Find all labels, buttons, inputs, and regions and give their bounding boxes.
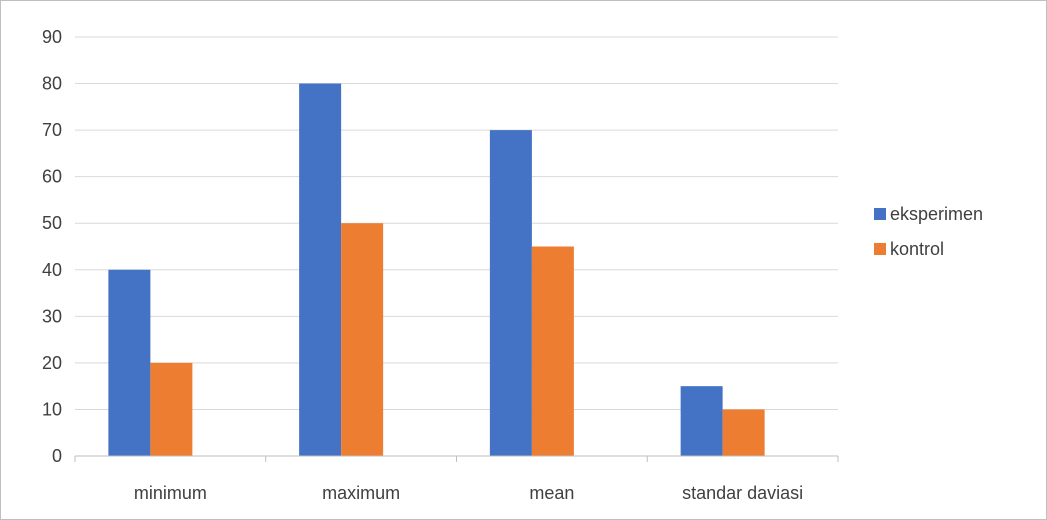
x-category-label: standar daviasi [682, 483, 803, 503]
legend-swatch-eksperimen [874, 208, 886, 220]
bar-eksperimen-standar-daviasi [680, 386, 723, 456]
bar-kontrol-mean [531, 246, 574, 456]
legend-label-kontrol: kontrol [890, 239, 944, 259]
y-axis-ticks: 0 10 20 30 40 50 60 70 80 90 [42, 27, 62, 466]
legend-swatch-kontrol [874, 243, 886, 255]
x-category-label: maximum [322, 483, 400, 503]
y-tick-label: 20 [42, 353, 62, 373]
y-tick-label: 70 [42, 120, 62, 140]
y-tick-label: 50 [42, 213, 62, 233]
bar-kontrol-minimum [150, 362, 193, 456]
y-tick-label: 60 [42, 167, 62, 187]
bar-eksperimen-mean [489, 130, 532, 456]
x-category-label: minimum [134, 483, 207, 503]
legend-label-eksperimen: eksperimen [890, 204, 983, 224]
bar-eksperimen-maximum [299, 83, 342, 457]
legend: eksperimen kontrol [874, 204, 983, 259]
bar-eksperimen-minimum [108, 269, 151, 456]
bars [108, 83, 765, 457]
y-tick-label: 10 [42, 399, 62, 419]
bar-kontrol-standar-daviasi [722, 409, 765, 456]
x-category-label: mean [529, 483, 574, 503]
gridlines [75, 36, 838, 410]
x-axis: minimum maximum mean standar daviasi [74, 455, 839, 503]
y-tick-label: 0 [52, 446, 62, 466]
bar-kontrol-maximum [341, 223, 384, 456]
y-tick-label: 40 [42, 260, 62, 280]
y-tick-label: 90 [42, 27, 62, 47]
y-tick-label: 30 [42, 306, 62, 326]
y-tick-label: 80 [42, 74, 62, 94]
